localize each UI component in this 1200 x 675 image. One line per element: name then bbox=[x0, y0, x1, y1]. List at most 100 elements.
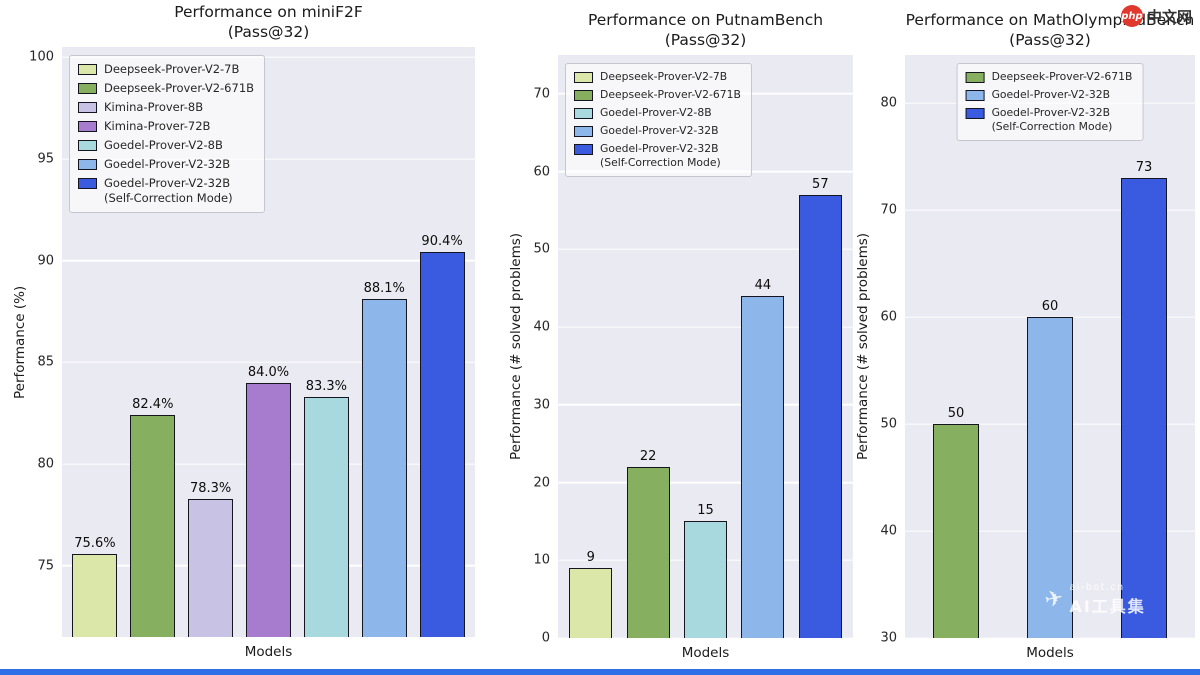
bar-goedel-prover-v2-8b bbox=[683, 521, 728, 638]
bar-value-label: 84.0% bbox=[247, 364, 290, 380]
watermark-bird-icon: ✈ bbox=[1042, 585, 1066, 614]
legend-label: Deepseek-Prover-V2-671B bbox=[104, 80, 255, 95]
legend: Deepseek-Prover-V2-7B Deepseek-Prover-V2-… bbox=[565, 63, 752, 178]
y-axis-label-minif2f: Performance (%) bbox=[12, 285, 28, 399]
bar-kimina-prover-8b bbox=[188, 498, 234, 637]
bar-row: 9 22 15 44 57 bbox=[558, 55, 853, 638]
watermark-text: ai-bot.cn AI工具集 bbox=[1069, 582, 1145, 617]
legend-item: Goedel-Prover-V2-32B (Self-Correction Mo… bbox=[574, 142, 741, 170]
bar-group-goedel-prover-v2-32b-self-correction-mode: 73 bbox=[1097, 55, 1191, 638]
gridline bbox=[62, 361, 475, 364]
y-tick-label: 80 bbox=[37, 456, 54, 472]
legend-swatch bbox=[78, 177, 97, 189]
legend-label: Deepseek-Prover-V2-7B bbox=[600, 70, 728, 83]
legend-item: Goedel-Prover-V2-32B bbox=[574, 124, 741, 138]
legend-swatch bbox=[78, 158, 97, 170]
gridline bbox=[62, 259, 475, 262]
y-tick-label: 0 bbox=[541, 630, 550, 646]
bar-value-label: 15 bbox=[697, 503, 714, 519]
bar-group-goedel-prover-v2-8b: 83.3% bbox=[297, 47, 355, 637]
y-tick-label: 20 bbox=[533, 475, 550, 491]
bar-goedel-prover-v2-32b-self-correction-mode bbox=[1121, 178, 1167, 638]
legend-label: Deepseek-Prover-V2-671B bbox=[991, 70, 1133, 83]
bar-group-goedel-prover-v2-32b: 44 bbox=[734, 55, 791, 638]
y-tick-label: 10 bbox=[533, 552, 550, 568]
legend-item: Goedel-Prover-V2-8B bbox=[574, 106, 741, 120]
bar-group-goedel-prover-v2-32b-self-correction-mode: 57 bbox=[792, 55, 849, 638]
plot-area-putnambench: 0 10 20 30 40 50 60 70 9 22 15 44 57 Deepseek-Prover-… bbox=[533, 55, 853, 646]
bar-row: 75.6% 82.4% 78.3% 84.0% 83.3% 88.1% 90.4% bbox=[62, 47, 475, 637]
bar-goedel-prover-v2-32b-self-correction-mode bbox=[798, 194, 842, 638]
legend: Deepseek-Prover-V2-671B Goedel-Prover-V2-… bbox=[956, 63, 1144, 142]
y-axis-label-putnambench: Performance (# solved problems) bbox=[508, 232, 524, 461]
bar-kimina-prover-72b bbox=[245, 382, 292, 637]
legend-label: Goedel-Prover-V2-32B bbox=[104, 156, 231, 171]
y-tick-label: 40 bbox=[880, 523, 897, 539]
bar-value-label: 73 bbox=[1135, 160, 1153, 176]
legend-swatch bbox=[78, 139, 97, 151]
bar-deepseek-prover-v2-7b bbox=[72, 553, 118, 637]
y-tick-label: 70 bbox=[533, 86, 550, 102]
bar-deepseek-prover-v2-671b bbox=[130, 415, 176, 637]
legend-item: Deepseek-Prover-V2-671B bbox=[965, 70, 1133, 84]
legend-item: Goedel-Prover-V2-32B bbox=[965, 88, 1133, 102]
legend-label: Goedel-Prover-V2-32B bbox=[600, 124, 719, 138]
y-tick-label: 95 bbox=[37, 151, 54, 167]
plot-area-matholympiadbench: 30 40 50 60 70 80 50 60 73 Deepseek-Prover-V2-671… bbox=[880, 55, 1195, 646]
bar-value-label: 82.4% bbox=[132, 397, 174, 413]
y-tick-label: 50 bbox=[533, 241, 550, 257]
chart-title-line1: Performance on miniF2F bbox=[174, 3, 363, 22]
legend-item: Deepseek-Prover-V2-671B bbox=[78, 81, 254, 96]
x-axis-label-putnambench: Models bbox=[681, 645, 730, 661]
chart-title-minif2f: Performance on miniF2F (Pass@32) bbox=[174, 3, 363, 43]
legend-item: Deepseek-Prover-V2-7B bbox=[574, 70, 741, 84]
bar-group-goedel-prover-v2-32b-self-correction-mode: 90.4% bbox=[413, 47, 471, 637]
legend-swatch bbox=[574, 72, 593, 83]
legend-label: Goedel-Prover-V2-32B (Self-Correction Mo… bbox=[600, 142, 721, 170]
gridline bbox=[62, 56, 475, 58]
bar-group-deepseek-prover-v2-671b: 22 bbox=[619, 55, 676, 638]
bar-deepseek-prover-v2-671b bbox=[626, 467, 670, 638]
bar-value-label: 75.6% bbox=[74, 535, 116, 551]
site-logo[interactable]: php 中文网 bbox=[1120, 5, 1192, 27]
chart-minif2f: Performance on miniF2F (Pass@32) Perform… bbox=[12, 3, 475, 660]
y-tick-label: 60 bbox=[533, 164, 550, 180]
bottom-progress-bar bbox=[0, 669, 1200, 675]
legend-item: Goedel-Prover-V2-32B (Self-Correction Mo… bbox=[78, 176, 254, 206]
legend-label: Goedel-Prover-V2-32B bbox=[991, 88, 1111, 102]
legend-swatch bbox=[78, 120, 97, 132]
bar-deepseek-prover-v2-7b bbox=[569, 568, 613, 638]
legend-label: Kimina-Prover-8B bbox=[104, 99, 204, 114]
plot-area-minif2f: 75 80 85 90 95 100 75.6% 82.4% 78.3% 84.0% 83.3% 88… bbox=[29, 47, 475, 637]
bar-value-label: 57 bbox=[812, 176, 829, 192]
bar-goedel-prover-v2-8b bbox=[303, 396, 349, 637]
legend-swatch bbox=[965, 90, 985, 102]
watermark-site: ai-bot.cn bbox=[1069, 582, 1125, 593]
bar-group-deepseek-prover-v2-671b: 50 bbox=[909, 55, 1003, 638]
legend-swatch bbox=[574, 90, 593, 102]
legend-swatch bbox=[965, 108, 985, 120]
chart-matholympiadbench: Performance on MathOlympiadBench (Pass@3… bbox=[855, 11, 1195, 661]
legend-swatch bbox=[574, 108, 593, 120]
bar-goedel-prover-v2-32b bbox=[741, 295, 785, 638]
legend-label: Goedel-Prover-V2-8B bbox=[600, 106, 712, 120]
x-axis-label-minif2f: Models bbox=[244, 644, 293, 660]
gridline bbox=[558, 637, 853, 639]
legend-swatch bbox=[78, 64, 97, 75]
y-tick-label: 40 bbox=[533, 319, 550, 335]
legend-label: Deepseek-Prover-V2-671B bbox=[600, 88, 741, 102]
y-tick-label: 60 bbox=[880, 309, 897, 325]
legend: Deepseek-Prover-V2-7B Deepseek-Prover-V2-… bbox=[69, 55, 266, 213]
bar-group-kimina-prover-8b: 78.3% bbox=[182, 47, 240, 637]
legend-item: Goedel-Prover-V2-8B bbox=[78, 138, 254, 153]
legend-label: Deepseek-Prover-V2-7B bbox=[104, 62, 240, 76]
chart-title-line2: (Pass@32) bbox=[664, 31, 747, 50]
legend-item: Goedel-Prover-V2-32B bbox=[78, 157, 254, 172]
bar-group-goedel-prover-v2-8b: 15 bbox=[677, 55, 734, 638]
chart-title-line2: (Pass@32) bbox=[1009, 31, 1091, 50]
watermark: ✈ ai-bot.cn AI工具集 bbox=[1042, 582, 1146, 617]
bar-group-goedel-prover-v2-32b: 88.1% bbox=[355, 47, 413, 637]
bar-value-label: 9 bbox=[586, 550, 595, 566]
legend-swatch bbox=[78, 82, 97, 94]
